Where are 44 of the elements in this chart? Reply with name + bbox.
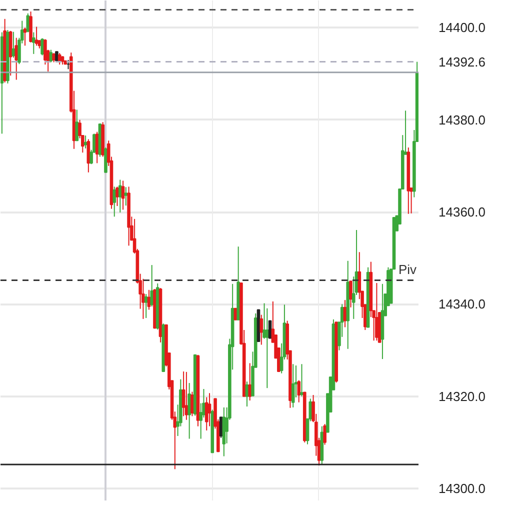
candlestick [375,282,378,342]
candlestick [182,370,186,417]
candlestick [297,380,301,403]
candlestick [116,186,119,207]
ref-line-label: Piv [398,262,417,278]
y-tick-label: 14392.6 [438,54,486,70]
y-tick-label: 14360.0 [438,204,486,220]
candlestick [219,416,223,438]
candlestick [144,294,148,319]
candlestick [266,308,269,389]
candlestick [55,51,58,62]
candlestick [190,391,194,417]
candlestick [84,135,88,149]
candlestick [234,308,238,320]
candlestick [118,179,122,213]
candlestick [268,320,272,339]
candlestick [188,382,191,440]
candlestick [40,38,44,56]
candlestick [75,109,79,142]
candlestick [260,314,264,346]
candlestick [14,37,18,80]
candlestick [26,12,30,33]
candlestick [142,278,145,320]
candlestick [204,396,208,431]
candlestick [300,364,304,397]
candlestick [112,186,116,218]
candlestick [32,32,36,54]
y-tick-label: 14320.0 [438,388,486,404]
candlestick [124,186,128,206]
candlestick [349,280,352,308]
candlestick [34,26,38,46]
candlestick [44,38,47,66]
y-tick-label: 14300.0 [438,481,486,496]
candlestick [291,364,295,408]
candlestick [150,264,154,307]
candlestick [52,52,56,63]
candlestick [208,392,212,427]
y-tick-label: 14380.0 [438,112,486,128]
y-tick-label: 14400.0 [438,20,486,36]
candlestick [95,131,99,164]
candlestick [248,362,252,401]
candlestick [104,147,108,173]
candlestick [323,424,326,446]
y-tick-label: 14340.0 [438,296,486,312]
